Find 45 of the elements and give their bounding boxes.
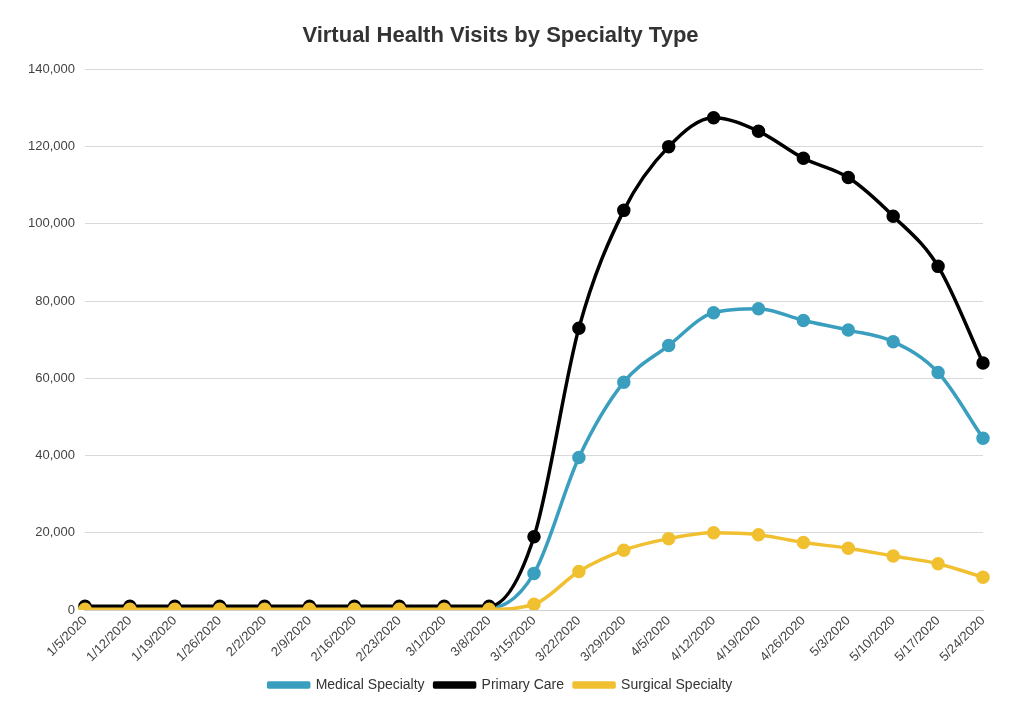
point (706, 305, 721, 320)
point (886, 334, 900, 349)
point (751, 124, 766, 138)
point (706, 526, 721, 540)
point (661, 139, 676, 154)
point (572, 450, 586, 465)
point (572, 564, 586, 579)
point (751, 302, 766, 316)
point (617, 543, 631, 557)
y-tick-label: 20,000 (35, 524, 75, 540)
point (527, 597, 541, 611)
point (841, 541, 856, 556)
y-tick-label: 140,000 (27, 60, 75, 76)
y-tick-label: 60,000 (35, 369, 75, 385)
point (617, 203, 631, 218)
point (527, 566, 541, 581)
y-tick-label: 120,000 (27, 138, 75, 154)
point (796, 313, 811, 328)
point (527, 529, 541, 544)
point (841, 323, 856, 337)
y-tick-label: 100,000 (27, 215, 75, 231)
point (931, 365, 945, 380)
point (976, 431, 990, 445)
legend-label: Surgical Specialty (621, 675, 733, 692)
point (931, 556, 945, 571)
point (617, 375, 631, 389)
point (976, 356, 990, 370)
legend-label: Primary Care (481, 675, 565, 692)
y-tick-label: 0 (67, 601, 75, 617)
point (661, 338, 676, 353)
point (931, 259, 945, 274)
point (976, 570, 990, 584)
y-tick-label: 40,000 (35, 447, 75, 463)
point (886, 549, 900, 563)
point (706, 110, 721, 125)
chart-title: Virtual Health Visits by Specialty Type (302, 22, 699, 48)
point (886, 209, 900, 223)
point (751, 528, 766, 542)
point (661, 531, 676, 546)
point (572, 321, 586, 335)
point (796, 535, 811, 550)
point (841, 170, 856, 185)
y-tick-label: 80,000 (35, 292, 75, 308)
legend-label: Medical Specialty (315, 675, 425, 692)
point (796, 151, 811, 165)
